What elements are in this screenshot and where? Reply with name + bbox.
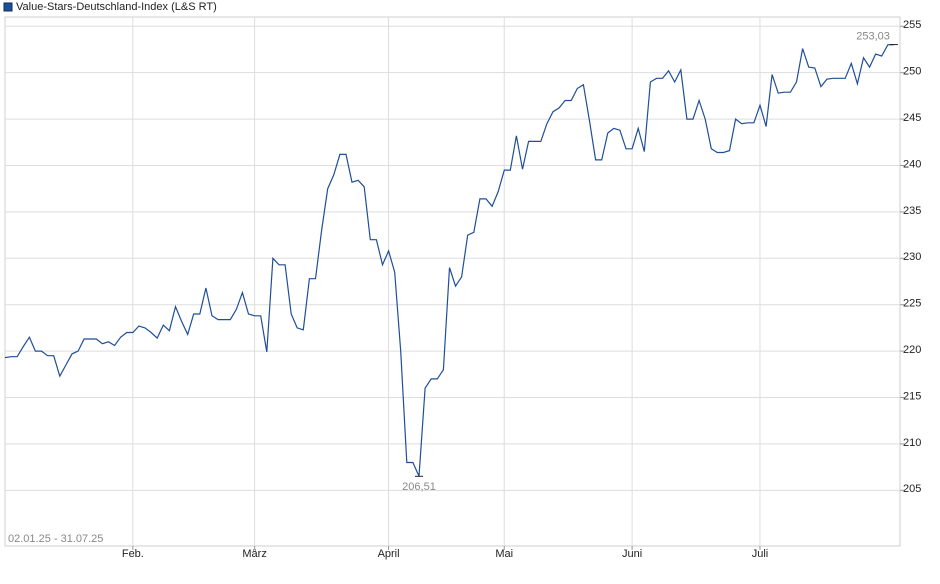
annotation-label: 253,03 — [856, 30, 890, 42]
y-tick-label: 205 — [903, 483, 921, 495]
y-tick-label: 210 — [903, 437, 921, 449]
date-range: 02.01.25 - 31.07.25 — [8, 533, 103, 545]
y-tick-label: 245 — [903, 112, 921, 124]
y-tick-label: 255 — [903, 19, 921, 31]
y-tick-label: 215 — [903, 390, 921, 402]
annotation-label: 206,51 — [402, 481, 436, 493]
y-tick-label: 220 — [903, 344, 921, 356]
x-tick-label: März — [242, 548, 266, 560]
y-tick-label: 235 — [903, 205, 921, 217]
y-tick-label: 240 — [903, 158, 921, 170]
legend-swatch — [3, 2, 13, 12]
x-tick-label: Feb. — [122, 548, 144, 560]
x-tick-label: Mai — [495, 548, 513, 560]
line-series — [4, 44, 894, 477]
chart-title: Value-Stars-Deutschland-Index (L&S RT) — [16, 1, 217, 13]
x-tick-label: Juni — [622, 548, 642, 560]
plot-frame — [4, 16, 901, 547]
x-tick-label: Juli — [752, 548, 769, 560]
y-tick-label: 230 — [903, 251, 921, 263]
y-tick-label: 250 — [903, 66, 921, 78]
y-tick-label: 225 — [903, 298, 921, 310]
x-tick-label: April — [378, 548, 400, 560]
